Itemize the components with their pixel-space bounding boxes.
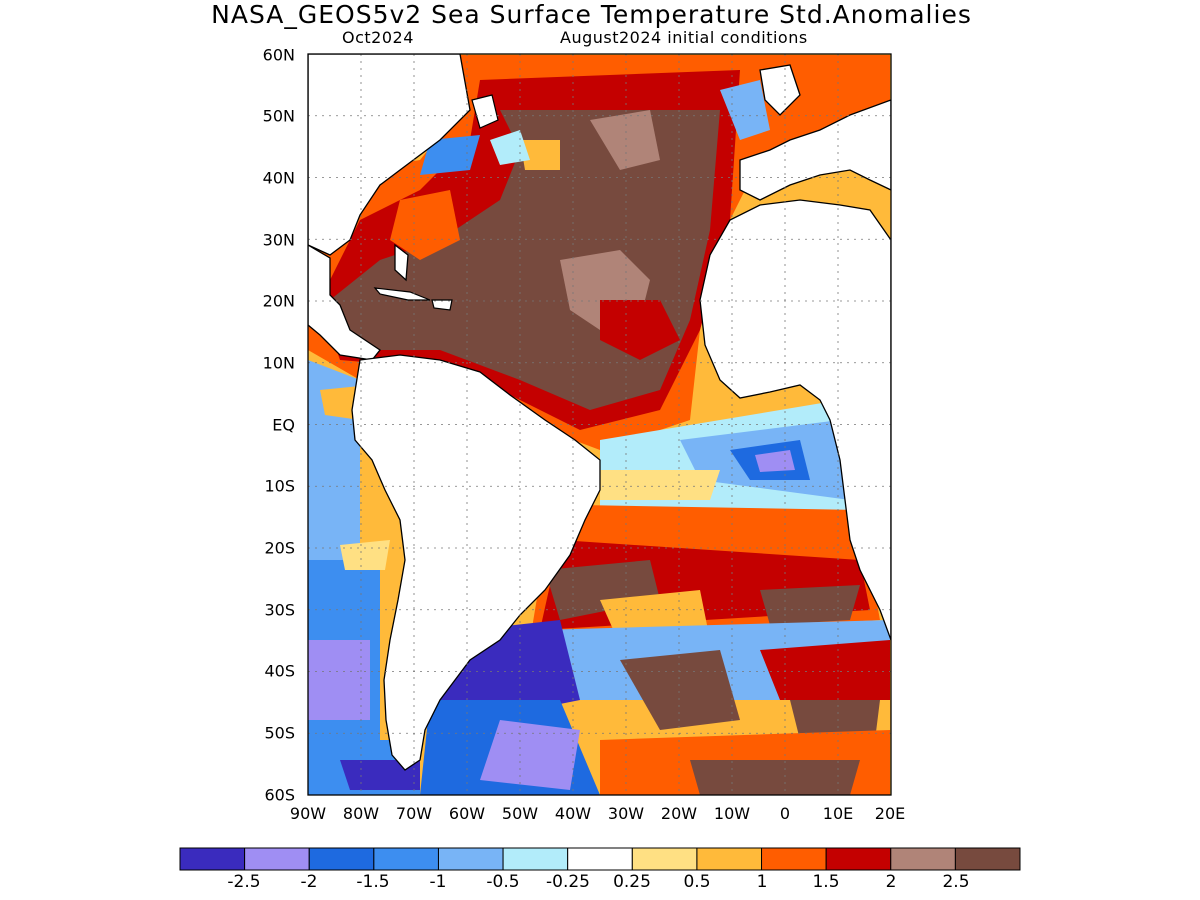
map-frame [307,53,892,796]
lon-label: 70W [395,804,433,823]
south-atlantic-warm-4 [760,585,860,625]
colorbar-swatch [567,847,633,871]
colorbar-label: -0.25 [546,872,590,892]
north-atlantic-warm-7 [520,140,560,170]
colorbar-swatch [631,847,698,871]
colorbar-label: 0.5 [683,872,711,892]
cuba-land [373,287,431,301]
colorbar-label: -1.5 [356,872,390,892]
southwest-atlantic-cool-3 [480,720,580,790]
colorbar-swatch [373,847,439,871]
hispaniola-land [431,299,453,311]
lon-label: 10E [822,804,854,823]
lon-label: 50W [501,804,539,823]
colorbar-label: -2.5 [227,872,261,892]
north-atlantic-warm-6 [390,190,460,260]
lat-label: 60N [262,45,295,65]
colorbar-swatch [825,847,892,871]
colorbar-label: 2 [885,872,897,892]
southern-ocean-cool-2 [340,760,420,790]
lat-label: 30N [262,230,295,250]
lat-label: 10N [262,353,295,373]
colorbar-swatch [761,847,827,871]
colorbar-swatch [890,847,956,871]
colorbar-label: 0.25 [613,872,651,892]
lat-label: 50N [262,106,295,126]
south-atlantic-warm-7 [760,640,890,700]
florida-land [394,243,409,282]
map-gridlines [308,54,891,795]
south-atlantic-warm-6 [620,650,740,730]
lon-label: 40W [554,804,592,823]
colorbar-swatch [308,847,375,871]
south-atlantic-warm-8 [790,700,880,740]
africa-land [699,199,891,641]
colorbar-swatch [502,847,569,871]
colorbar-swatch [954,847,1021,871]
colorbar-label: 1.5 [812,872,840,892]
british-isles-land [759,64,801,116]
colorbar-label: -2 [300,872,318,892]
lon-label: 0 [779,804,791,823]
colorbar-label: 1 [756,872,768,892]
north-america-land [308,54,471,256]
south-america-land [351,354,601,771]
europe-land [739,99,891,201]
north-atlantic-warm-5 [590,110,660,170]
lat-label: 20S [264,538,295,558]
lat-label: 60S [264,785,295,805]
equatorial-cool-4 [755,450,795,472]
map-title: NASA_GEOS5v2 Sea Surface Temperature Std… [211,0,972,29]
north-atlantic-warm-8 [600,300,680,360]
lon-label: 20E [874,804,906,823]
mexico-central-america-land [308,244,381,361]
lon-label: 20W [660,804,698,823]
newfoundland-land [471,94,499,129]
lat-label: 50S [264,723,295,743]
pacific-warm-2 [340,540,390,570]
lat-label: 30S [264,600,295,620]
forecast-month: Oct2024 [342,28,414,47]
lat-label: 20N [262,291,295,311]
lon-label: 60W [448,804,486,823]
colorbar-swatch [696,847,763,871]
pacific-cool-3 [308,640,370,720]
lat-label: EQ [272,415,295,435]
lat-label: 10S [264,476,295,496]
lon-label: 10W [713,804,751,823]
colorbar-swatch [179,847,246,871]
lon-label: 30W [607,804,645,823]
colorbar [179,847,1021,871]
colorbar-label: 2.5 [942,872,970,892]
lon-label: 90W [289,804,327,823]
colorbar-swatch [437,847,504,871]
north-atlantic-cool-2 [420,135,480,175]
colorbar-label: -0.5 [486,872,520,892]
colorbar-swatch [244,847,310,871]
colorbar-label: -1 [429,872,447,892]
initial-conditions: August2024 initial conditions [560,28,808,47]
equatorial-neutral [600,470,720,500]
southern-ocean-warm-2 [690,760,860,795]
lat-label: 40S [264,661,295,681]
north-atlantic-cool-1 [720,80,770,140]
sst-anomaly-field [308,54,891,795]
lon-label: 80W [342,804,380,823]
lat-label: 40N [262,168,295,188]
